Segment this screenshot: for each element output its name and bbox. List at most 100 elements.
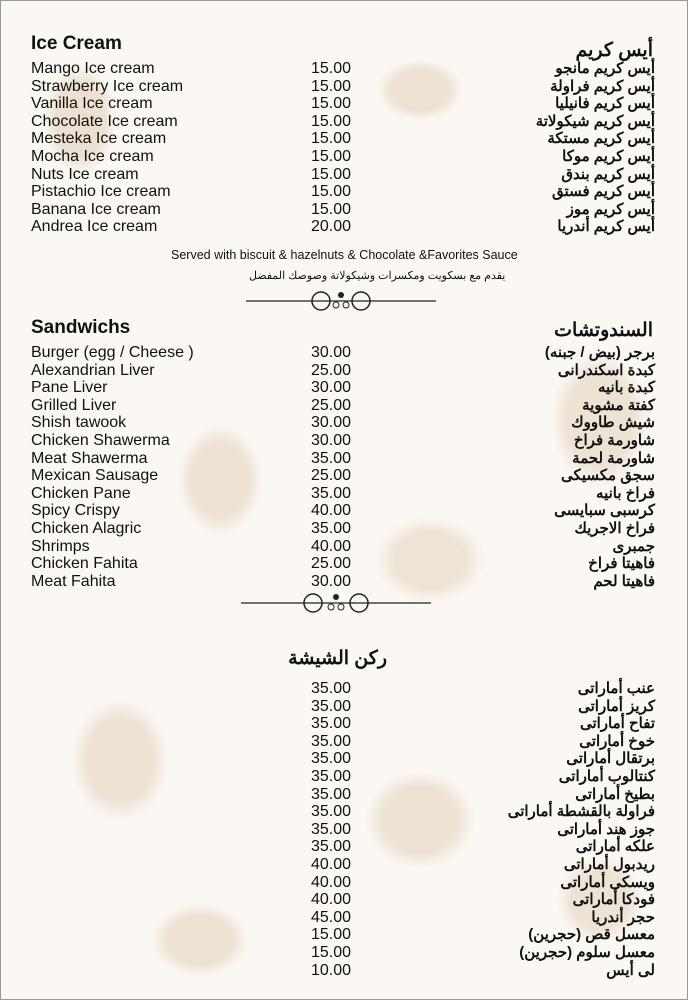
item-price: 35.00 [311,803,352,821]
item-name-ar: ريدبول أماراتى [563,855,655,873]
menu-item: 35.00 عنب أماراتى [1,680,688,698]
item-name-ar: فراولة بالقشطة أماراتى [507,803,655,821]
item-price: 30.00 [311,572,352,590]
item-name: Mexican Sausage [31,467,159,485]
menu-item: Meat Shawerma 35.00 شاورمة لحمة [1,450,688,468]
item-price: 25.00 [311,555,352,573]
item-price: 30.00 [311,344,352,361]
menu-item: 40.00 فودكا أماراتى [1,891,688,909]
menu-item: 35.00 علكه أماراتى [1,838,688,856]
item-price: 15.00 [311,60,352,77]
item-name-ar: كنتالوب أماراتى [558,767,655,785]
item-name-ar: أيس كريم فستق [552,183,655,201]
menu-item: Mango Ice cream 15.00 أيس كريم مانجو [1,60,688,78]
item-price: 35.00 [311,449,352,467]
item-name: Burger (egg / Cheese ) [31,344,194,361]
item-price: 20.00 [311,218,352,236]
menu-item: 45.00 حجر أندريا [1,909,688,927]
item-name: Mesteka Ice cream [31,130,167,148]
item-price: 15.00 [311,95,352,113]
menu-item: Alexandrian Liver 25.00 كبدة اسكندرانى [1,362,688,380]
item-name-ar: كرسبى سبايسى [554,502,655,520]
menu-item: Shrimps 40.00 جمبرى [1,538,688,556]
item-name: Mocha Ice cream [31,147,154,165]
menu-item: Shish tawook 30.00 شيش طاووك [1,414,688,432]
item-name-ar: أيس كريم بندق [561,165,655,183]
item-name: Chicken Fahita [31,555,138,573]
item-price: 40.00 [311,855,352,873]
item-price: 15.00 [311,77,352,95]
item-price: 15.00 [311,147,352,165]
ornament-divider [246,291,436,311]
item-name-ar: كبدة اسكندرانى [557,361,655,379]
item-name-ar: علكه أماراتى [575,838,655,856]
item-price: 30.00 [311,379,352,397]
item-name: Nuts Ice cream [31,165,139,183]
item-price: 35.00 [311,680,352,697]
item-name: Spicy Crispy [31,502,120,520]
item-name-ar: بطيخ أماراتى [575,785,655,803]
item-price: 35.00 [311,519,352,537]
menu-item: Burger (egg / Cheese ) 30.00 برجر (بيض / ج… [1,344,688,362]
item-price: 15.00 [311,130,352,148]
item-name-ar: برتقال أماراتى [566,750,655,768]
item-name: Alexandrian Liver [31,361,155,379]
item-name: Pistachio Ice cream [31,183,171,201]
item-name-ar: شيش طاووك [571,414,655,432]
menu-item: Pistachio Ice cream 15.00 أيس كريم فستق [1,183,688,201]
item-price: 40.00 [311,502,352,520]
item-name: Chicken Shawerma [31,431,170,449]
item-name-ar: لى أيس [606,961,655,979]
item-price: 15.00 [311,165,352,183]
ice-cream-title-ar: أيس كريم [575,40,653,61]
sandwiches-title: Sandwichs [31,317,131,338]
item-name-ar: برجر (بيض / جبنه) [544,344,655,361]
item-price: 35.00 [311,484,352,502]
item-price: 15.00 [311,112,352,130]
menu-item: 35.00 خوخ أماراتى [1,733,688,751]
item-price: 35.00 [311,838,352,856]
item-name-ar: خوخ أماراتى [579,732,655,750]
item-name-ar: عنب أماراتى [577,680,655,697]
menu-item: Chicken Shawerma 30.00 شاورمة فراخ [1,432,688,450]
item-name: Banana Ice cream [31,200,161,218]
item-name: Strawberry Ice cream [31,77,184,95]
menu-item: 35.00 كنتالوب أماراتى [1,768,688,786]
item-name-ar: أيس كريم شيكولاتة [535,112,655,130]
menu-item: 10.00 لى أيس [1,962,688,980]
menu-item: 35.00 فراولة بالقشطة أماراتى [1,803,688,821]
item-name-ar: فراخ الاجريك [574,519,655,537]
item-name-ar: معسل سلوم (حجرين) [519,943,655,961]
item-price: 15.00 [311,200,352,218]
sandwiches-title-ar: السندوتشات [554,320,653,341]
item-name-ar: فراخ بانيه [596,484,655,502]
item-price: 45.00 [311,908,352,926]
item-name-ar: كريز أماراتى [578,697,655,715]
menu-item: Grilled Liver 25.00 كفتة مشوية [1,397,688,415]
ice-cream-title: Ice Cream [31,33,122,54]
item-name: Shrimps [31,537,90,555]
item-price: 10.00 [311,961,352,979]
item-name-ar: أيس كريم مانجو [555,60,655,77]
menu-item: Strawberry Ice cream 15.00 أيس كريم فراولة [1,78,688,96]
item-price: 40.00 [311,537,352,555]
shisha-title-ar: ركن الشيشة [288,648,387,669]
item-name-ar: كفتة مشوية [582,396,655,414]
item-name: Chocolate Ice cream [31,112,178,130]
menu-item: Mocha Ice cream 15.00 أيس كريم موكا [1,148,688,166]
menu-item: 35.00 برتقال أماراتى [1,750,688,768]
menu-item: Mesteka Ice cream 15.00 أيس كريم مستكة [1,130,688,148]
item-price: 30.00 [311,431,352,449]
item-name-ar: ويسكى أماراتى [560,873,655,891]
menu-item: Spicy Crispy 40.00 كرسبى سبايسى [1,502,688,520]
menu-item: Andrea Ice cream 20.00 أيس كريم أندريا [1,218,688,236]
menu-item: Banana Ice cream 15.00 أيس كريم موز [1,201,688,219]
item-name-ar: أيس كريم موز [566,200,655,218]
menu-item: 35.00 كريز أماراتى [1,698,688,716]
sandwiches-list: Burger (egg / Cheese ) 30.00 برجر (بيض / ج… [1,344,688,590]
item-name-ar: شاورمة لحمة [572,449,655,467]
menu-item: 15.00 معسل قص (حجرين) [1,926,688,944]
item-name-ar: كبدة بانيه [597,379,655,397]
item-price: 15.00 [311,926,352,944]
item-name: Meat Fahita [31,572,116,590]
